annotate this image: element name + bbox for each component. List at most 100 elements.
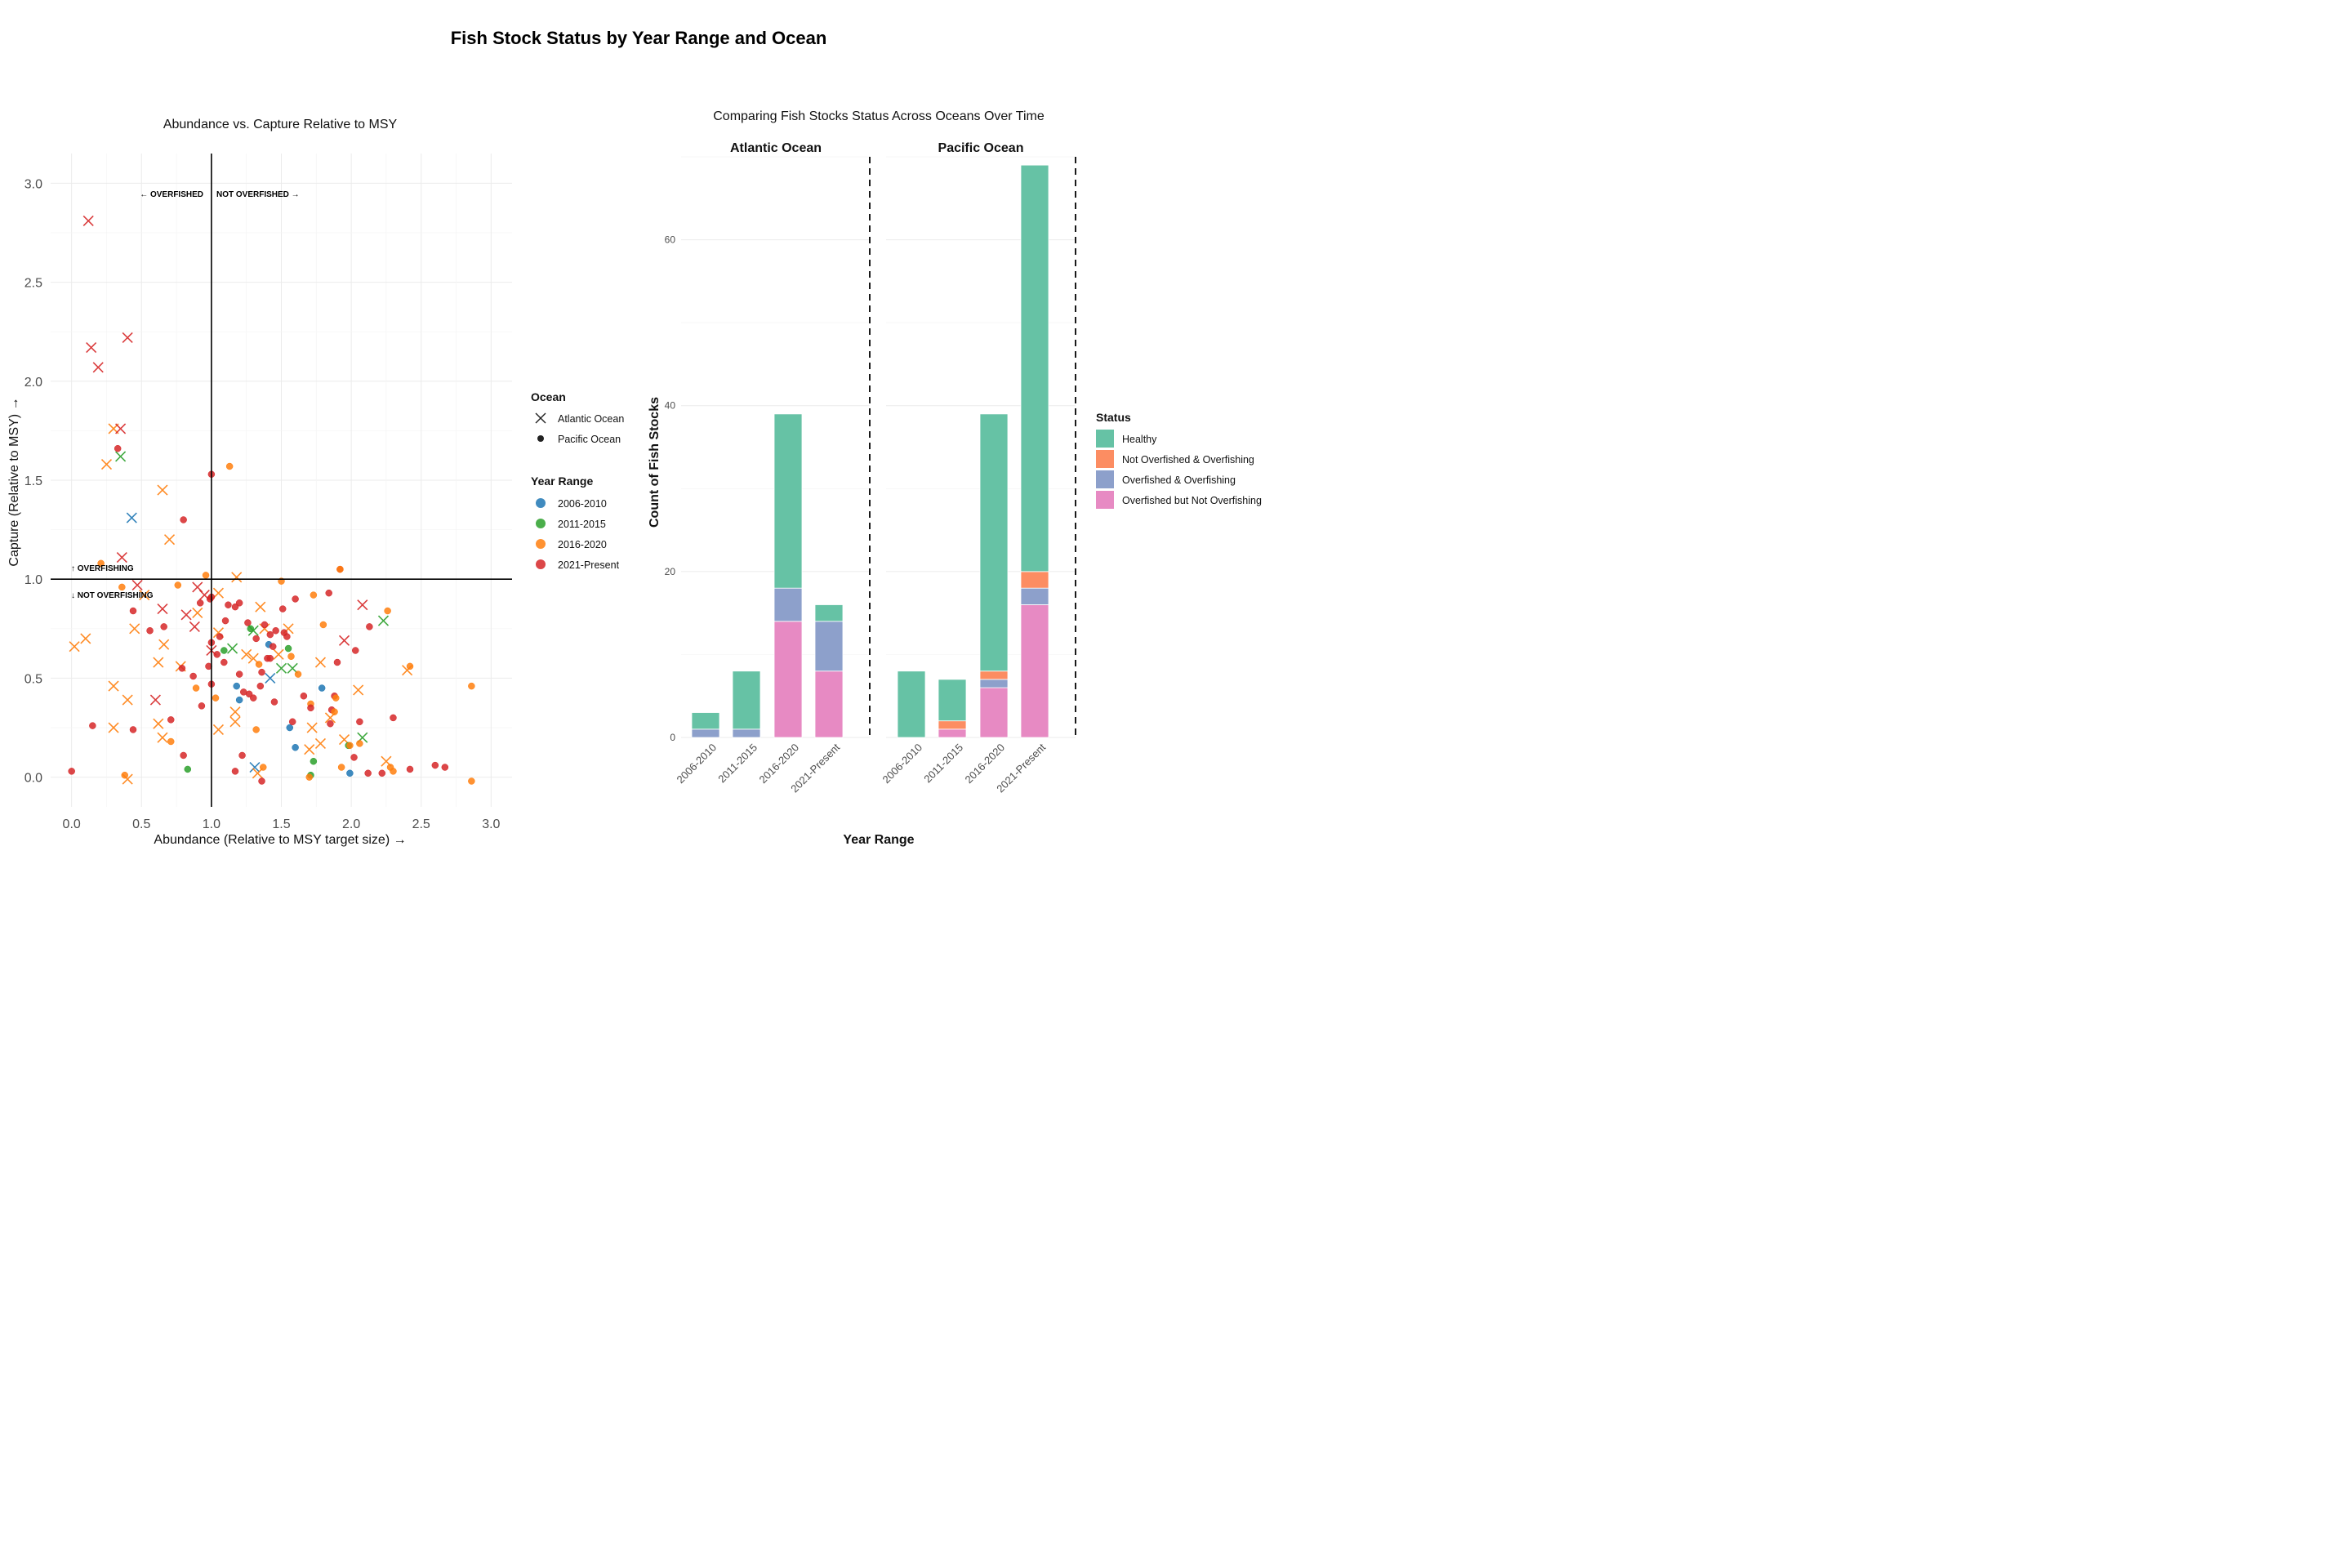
bar-segment [691,728,720,738]
scatter-point-pacific [327,719,334,728]
scatter-point-pacific [288,718,296,726]
scatter-point-pacific [390,714,397,722]
scatter-y-tick-label: 0.0 [24,772,42,786]
svg-text:Pacific Ocean: Pacific Ocean [558,434,621,445]
legend-year-label: 2011-2015 [558,519,606,530]
x-mark-stroke [338,734,350,746]
scatter-point-pacific [278,605,287,612]
scatter-point-atlantic [82,215,94,226]
scatter-point-atlantic [212,587,225,599]
scatter-point-pacific [196,599,204,607]
bars-x-tick-label: 2006-2010 [880,742,925,786]
scatter-point-pacific [160,623,167,630]
x-mark-stroke [69,641,80,653]
bar-segment [732,670,761,730]
bar-segment [979,413,1009,672]
scatter-point-atlantic [377,615,390,626]
bars-gridlines [681,156,1076,738]
scatter-point-atlantic [273,648,284,660]
x-mark-stroke [273,648,284,660]
scatter-point-pacific [258,777,265,785]
x-mark-stroke [131,579,143,591]
x-mark-stroke [249,761,261,773]
x-mark-stroke [115,451,127,462]
scatter-point-pacific [167,737,175,746]
x-mark-stroke [153,718,164,729]
scatter-point-pacific [235,670,243,678]
bar-segment [732,728,761,738]
bar-segment [1020,604,1049,738]
figure-canvas: Abundance vs. Capture Relative to MSY 0.… [7,109,1262,847]
scatter-point-pacific [114,444,122,452]
x-mark-stroke [100,459,113,470]
x-mark-stroke [353,684,364,696]
scatter-point-pacific [244,619,252,626]
svg-text:Atlantic Ocean: Atlantic Ocean [558,413,624,425]
legend-status-title: Status [1096,411,1131,424]
x-mark-stroke [126,512,137,523]
x-mark-stroke [122,332,133,344]
scatter-point-pacific [284,644,292,653]
scatter-point-atlantic [252,768,263,779]
x-mark-stroke [192,607,203,618]
scatter-point-atlantic [80,633,91,644]
scatter-x-tick-label: 2.0 [342,817,360,831]
legend-status-item: Overfished but Not Overfishing [1096,491,1262,509]
legend-year-label: 2021-Present [558,559,620,571]
scatter-point-pacific [307,704,314,712]
scatter-point-atlantic [115,423,127,434]
x-mark-stroke [306,722,318,733]
legend-year-title: Year Range [531,474,593,488]
x-mark-stroke [252,768,263,779]
x-mark-stroke [157,732,168,743]
x-mark-stroke [122,694,133,706]
x-mark-stroke [108,722,119,733]
legend-year-item: 2016-2020 [536,539,607,550]
scatter-y-tick-label: 2.0 [24,376,42,390]
scatter-point-atlantic [157,484,168,496]
scatter-points [68,215,475,785]
bars-x-tick-label: 2006-2010 [675,742,719,786]
scatter-point-pacific [192,684,200,692]
scatter-point-pacific [252,726,260,733]
scatter-point-atlantic [100,459,113,470]
scatter-point-pacific [213,651,220,658]
scatter-point-pacific [337,764,345,771]
x-mark-stroke [265,672,276,684]
x-mark-stroke [108,680,119,692]
bars-x-tick-label: 2011-2015 [921,742,965,786]
facet-label-atlantic: Atlantic Ocean [730,141,822,155]
scatter-point-pacific [167,716,175,724]
facet-label-pacific: Pacific Ocean [938,141,1024,155]
x-mark-stroke [153,657,164,668]
legend-ocean-title: Ocean [531,390,566,403]
scatter-point-atlantic [108,722,119,733]
legend-year-swatch [536,519,546,528]
x-mark-stroke [115,423,127,434]
x-mark-stroke [212,627,225,639]
scatter-point-pacific [250,694,257,702]
scatter-point-atlantic [149,694,161,706]
x-mark-stroke [139,590,150,601]
legend-year-label: 2016-2020 [558,539,607,550]
legend-status-label: Not Overfished & Overfishing [1122,454,1254,466]
legend-year-label: 2006-2010 [558,498,607,510]
scatter-point-pacific [346,742,354,750]
scatter-point-pacific [270,698,278,706]
scatter-y-tick-label: 1.0 [24,573,42,587]
bar-segment [938,679,967,722]
bar-segment [1020,587,1049,605]
scatter-point-atlantic [229,716,241,728]
x-mark-stroke [116,551,127,564]
scatter-point-atlantic [306,722,318,733]
bar-segment [691,712,720,730]
x-mark-stroke [198,590,210,601]
scatter-point-pacific [216,633,224,640]
scatter-point-pacific [468,682,475,690]
bar-segment [938,728,967,738]
scatter-point-atlantic [314,737,327,749]
legend-year-swatch [536,539,546,549]
x-mark-stroke [381,755,392,767]
scatter-point-pacific [266,654,274,662]
